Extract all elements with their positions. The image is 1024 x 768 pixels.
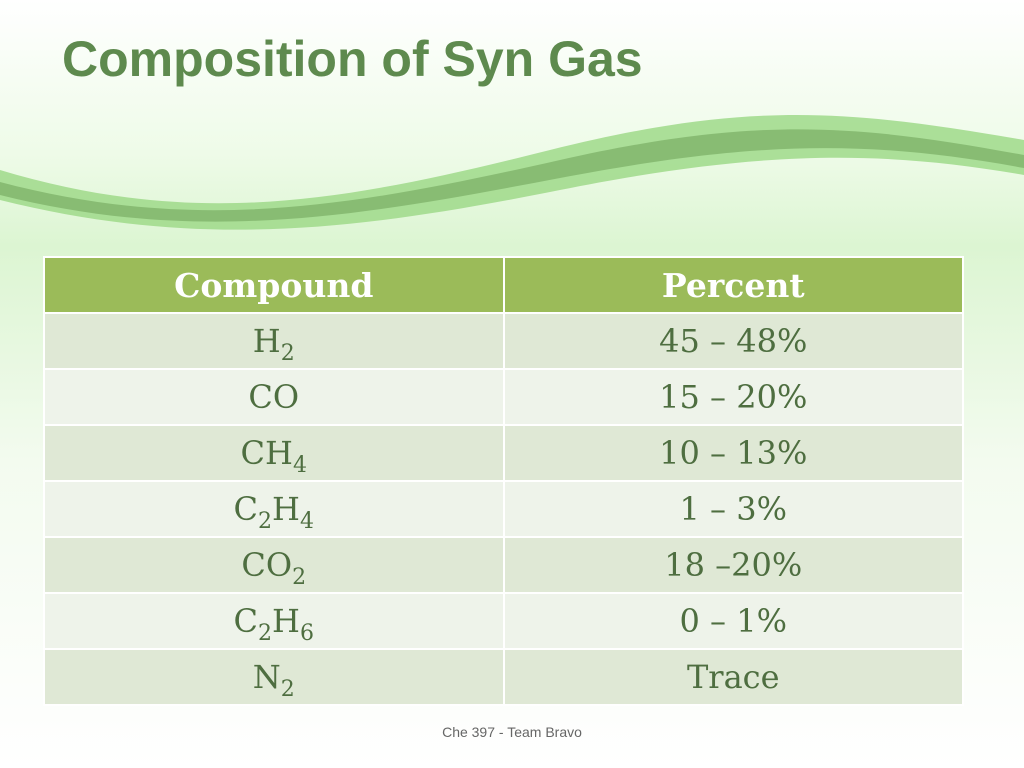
slide-title: Composition of Syn Gas <box>62 31 643 87</box>
percent-cell: 45 – 48% <box>502 312 964 370</box>
table-row: CO2 18 –20% <box>43 536 964 594</box>
compound-cell: C2H4 <box>43 480 505 538</box>
table-row: C2H4 1 – 3% <box>43 480 964 538</box>
compound-cell: N2 <box>43 648 505 706</box>
table-row: H2 45 – 48% <box>43 312 964 370</box>
table-row: CO 15 – 20% <box>43 368 964 426</box>
percent-cell: 1 – 3% <box>502 480 964 538</box>
compound-cell: H2 <box>43 312 505 370</box>
wave-decoration <box>0 115 1024 230</box>
percent-cell: Trace <box>502 648 964 706</box>
table-row: C2H6 0 – 1% <box>43 592 964 650</box>
percent-cell: 0 – 1% <box>502 592 964 650</box>
composition-table: Compound Percent H2 45 – 48% CO 15 – 20% CH4 1… <box>43 256 964 706</box>
percent-cell: 10 – 13% <box>502 424 964 482</box>
table-row: N2 Trace <box>43 648 964 706</box>
column-header: Compound <box>43 256 505 314</box>
compound-cell: CO <box>43 368 505 426</box>
percent-cell: 18 –20% <box>502 536 964 594</box>
table-row: CH4 10 – 13% <box>43 424 964 482</box>
compound-cell: C2H6 <box>43 592 505 650</box>
footer: Che 397 - Team Bravo <box>442 724 582 740</box>
compound-cell: CO2 <box>43 536 505 594</box>
percent-cell: 15 – 20% <box>502 368 964 426</box>
compound-cell: CH4 <box>43 424 505 482</box>
column-header: Percent <box>502 256 964 314</box>
header-row: Compound Percent <box>43 256 964 314</box>
